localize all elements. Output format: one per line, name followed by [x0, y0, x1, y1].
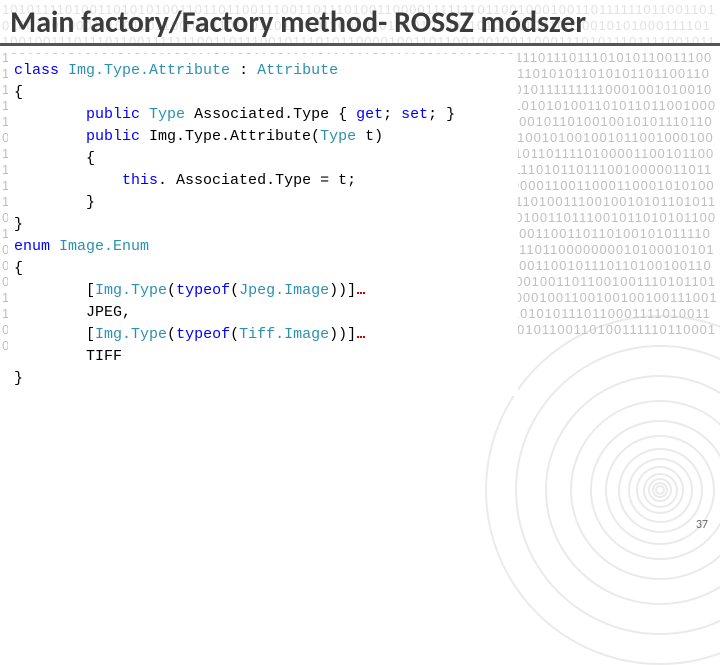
code-line: public Type Associated.Type { get; set; …: [14, 104, 518, 126]
code-block: class Img.Type.Attribute : Attribute{ pu…: [8, 54, 518, 396]
code-line: }: [14, 214, 518, 236]
code-line: {: [14, 82, 518, 104]
code-line: }: [14, 368, 518, 390]
page-number: 37: [696, 518, 708, 532]
code-line: JPEG,: [14, 302, 518, 324]
code-line: enum Image.Enum: [14, 236, 518, 258]
code-line: class Img.Type.Attribute : Attribute: [14, 60, 518, 82]
slide-title: Main factory/Factory method- ROSSZ módsz…: [0, 0, 720, 46]
code-line: }: [14, 192, 518, 214]
code-line: public Img.Type.Attribute(Type t): [14, 126, 518, 148]
code-line: [Img.Type(typeof(Jpeg.Image))]: [14, 280, 518, 302]
code-line: {: [14, 258, 518, 280]
code-line: TIFF: [14, 346, 518, 368]
code-line: this. Associated.Type = t;: [14, 170, 518, 192]
code-line: [Img.Type(typeof(Tiff.Image))]: [14, 324, 518, 346]
code-line: {: [14, 148, 518, 170]
